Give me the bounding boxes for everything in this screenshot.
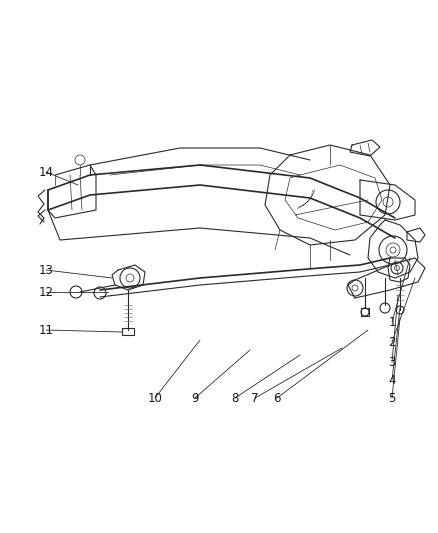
Text: 8: 8 xyxy=(231,392,239,405)
Text: 3: 3 xyxy=(389,356,396,368)
Text: 14: 14 xyxy=(39,166,53,179)
Text: 7: 7 xyxy=(251,392,259,405)
Text: 11: 11 xyxy=(39,324,53,336)
Text: 13: 13 xyxy=(39,263,53,277)
Text: 5: 5 xyxy=(389,392,396,405)
Text: 2: 2 xyxy=(388,335,396,349)
Text: 12: 12 xyxy=(39,286,53,298)
Text: 9: 9 xyxy=(191,392,199,405)
Text: 6: 6 xyxy=(273,392,281,405)
Text: 10: 10 xyxy=(148,392,162,405)
Text: 1: 1 xyxy=(388,316,396,328)
Text: 4: 4 xyxy=(388,374,396,386)
